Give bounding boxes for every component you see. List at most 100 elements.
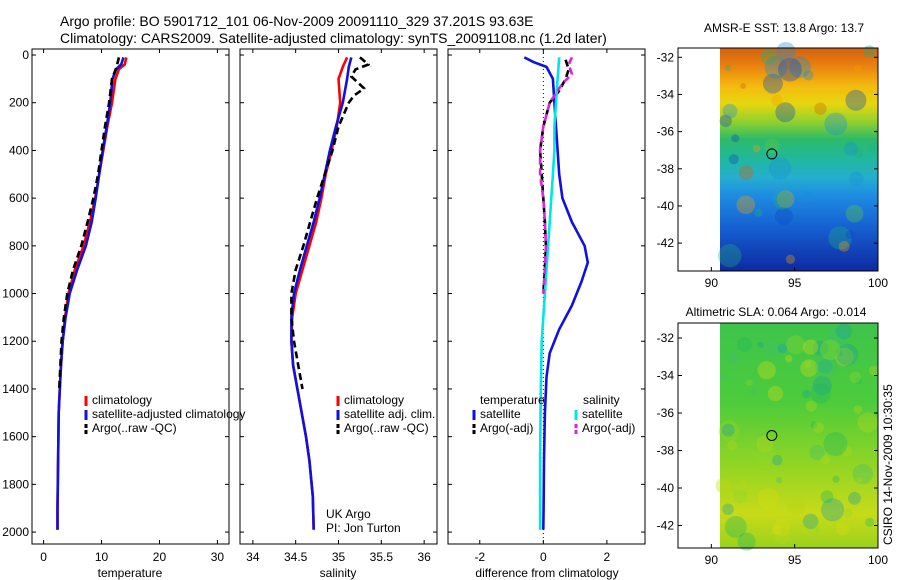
x-tick-label: 10 (95, 550, 109, 564)
y-tick-label: 600 (9, 191, 29, 205)
field-blob (845, 230, 855, 239)
field-blob (856, 476, 863, 483)
field-blob (757, 361, 776, 380)
field-blob (718, 420, 740, 442)
lon-tick-label: 90 (705, 276, 719, 290)
y-tick-label: 1400 (2, 382, 29, 396)
legend-entry: satellite (480, 407, 521, 421)
x-tick-label: 0 (40, 550, 47, 564)
x-tick-label: 35 (332, 550, 346, 564)
field-blob (778, 57, 802, 82)
lon-tick-label: 100 (868, 553, 888, 567)
salinity-annotation-line2: PI: Jon Turton (326, 521, 401, 535)
field-blob (757, 487, 780, 510)
argo-location-marker (766, 148, 778, 160)
sst-field (720, 48, 878, 271)
field-blob (832, 475, 840, 483)
series-line-satellite (523, 56, 590, 530)
field-blob (863, 45, 876, 58)
x-tick-label: 20 (153, 550, 167, 564)
field-blob (802, 339, 819, 355)
field-blob (768, 157, 792, 180)
field-blob (776, 190, 795, 208)
sla-map-box (677, 322, 879, 549)
salinity-y-ticks (240, 54, 437, 533)
lat-tick-label: -32 (657, 331, 675, 345)
field-blob (736, 195, 756, 215)
field-blob (767, 385, 784, 402)
x-tick-label: 2 (604, 550, 611, 564)
field-blob (757, 341, 764, 348)
legend-entry: satellite (582, 407, 623, 421)
figure-title-line1: Argo profile: BO 5901712_101 06-Nov-2009… (60, 13, 534, 29)
figure-title-line2: Climatology: CARS2009. Satellite-adjuste… (60, 30, 607, 46)
field-blob (725, 351, 739, 364)
legend-entry: Argo(..raw -QC) (92, 421, 177, 435)
field-blob (740, 83, 746, 89)
x-tick-label: 34.5 (284, 550, 308, 564)
x-tick-label: 36 (417, 550, 431, 564)
field-blob (823, 432, 848, 456)
y-tick-label: 1800 (2, 477, 29, 491)
field-blob (715, 477, 732, 494)
field-blob (750, 388, 757, 396)
field-blob (843, 508, 853, 518)
field-blob (755, 446, 780, 471)
field-blob (789, 56, 811, 79)
field-blob (835, 349, 843, 357)
lon-tick-label: 90 (705, 553, 719, 567)
legend-entry: climatology (344, 393, 404, 407)
sst-axes: -32 -34 -36 -38 -40 -42 90 95 100 (657, 50, 889, 290)
lat-tick-label: -42 (657, 236, 675, 250)
sst-map-panel: AMSR-E SST: 13.8 Argo: 13.7 -32 -34 -36 -38… (657, 21, 889, 290)
field-blob (737, 532, 756, 551)
sst-map-box (677, 47, 879, 272)
difference-y-ticks (448, 54, 645, 533)
field-blob (752, 144, 761, 153)
field-blob (818, 359, 833, 374)
field-blob (719, 512, 727, 520)
temperature-x-axis: 0 10 20 30 (40, 49, 224, 564)
field-blob (853, 405, 863, 414)
salinity-xlabel: salinity (320, 566, 357, 580)
field-blob (844, 141, 859, 156)
field-blob (838, 240, 850, 252)
field-blob (820, 455, 830, 465)
sla-field (720, 323, 878, 548)
field-blob (718, 244, 742, 268)
field-blob (849, 371, 862, 384)
sla-map-panel: Altimetric SLA: 0.064 Argo: -0.014 -32-3… (657, 305, 889, 567)
lat-tick-label: -38 (657, 444, 675, 458)
y-tick-label: 2000 (2, 525, 29, 539)
field-blob (764, 138, 780, 154)
field-blob (854, 377, 862, 385)
field-blob (853, 148, 864, 159)
field-blob (776, 476, 783, 484)
lat-tick-label: -40 (657, 199, 675, 213)
field-blob (824, 112, 848, 136)
field-blob (756, 435, 774, 452)
sst-texture (718, 42, 879, 268)
lon-tick-label: 95 (788, 553, 802, 567)
field-blob (722, 103, 738, 119)
field-blob (849, 171, 864, 186)
field-blob (737, 337, 752, 352)
field-blob (785, 254, 796, 264)
field-blob (771, 94, 783, 107)
field-blob (812, 376, 832, 396)
field-blob (724, 516, 747, 538)
field-blob (865, 517, 875, 527)
legend-entry: Argo(..raw -QC) (344, 421, 429, 435)
field-blob (800, 359, 818, 377)
temperature-xlabel: temperature (98, 566, 163, 580)
y-tick-label: 1600 (2, 430, 29, 444)
field-blob (841, 445, 852, 457)
field-blob (802, 513, 819, 530)
field-blob (809, 444, 825, 461)
field-blob (731, 134, 740, 143)
field-blob (852, 463, 873, 485)
sst-map-title: AMSR-E SST: 13.8 Argo: 13.7 (704, 21, 864, 35)
